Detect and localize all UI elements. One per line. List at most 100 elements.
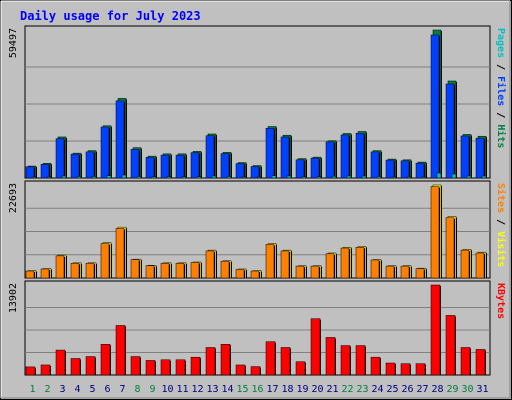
bar-pages-3: [61, 175, 67, 179]
bar-files-22: [340, 134, 350, 179]
bar-pages-11: [181, 176, 187, 179]
bar-kbytes-12: [190, 356, 201, 376]
bar-files-10: [160, 154, 170, 179]
x-tick-label-17: 17: [266, 384, 278, 395]
panel-bottom-legend: KBytes: [495, 283, 506, 319]
bar-files-27: [415, 162, 425, 179]
bar-sites-27: [415, 268, 425, 279]
bar-pages-5: [91, 176, 97, 179]
bar-sites-28: [430, 186, 440, 279]
x-tick-label-23: 23: [356, 384, 368, 395]
panel-bottom: 13902 KBytes: [8, 280, 506, 376]
bar-kbytes-13: [205, 347, 216, 376]
bar-files-11: [175, 154, 185, 179]
bar-files-31: [475, 137, 485, 179]
bar-kbytes-29: [445, 315, 456, 376]
bar-kbytes-15: [235, 364, 246, 376]
bar-sites-13: [205, 250, 215, 279]
bar-sites-31: [475, 252, 485, 279]
bar-pages-20: [316, 176, 322, 179]
x-tick-label-14: 14: [221, 384, 233, 395]
bar-sites-3: [55, 255, 65, 279]
bar-files-15: [235, 163, 245, 179]
bar-files-5: [85, 151, 95, 179]
x-tick-label-18: 18: [281, 384, 293, 395]
bar-kbytes-28: [430, 284, 441, 376]
bar-pages-18: [286, 175, 292, 179]
bar-pages-9: [151, 176, 157, 179]
legend-entry-1: /: [495, 58, 506, 76]
bar-kbytes-14: [220, 343, 231, 376]
bar-pages-21: [331, 176, 337, 179]
bar-files-19: [295, 159, 305, 179]
panel-bottom-max-label: 13902: [8, 283, 19, 313]
bar-files-14: [220, 153, 230, 179]
bar-sites-4: [70, 262, 80, 279]
bar-sites-17: [265, 244, 275, 279]
panel-top-max-label: 59497: [8, 28, 19, 58]
legend-entry-1: /: [495, 213, 506, 231]
bar-pages-28: [436, 172, 442, 179]
x-tick-label-21: 21: [326, 384, 338, 395]
bar-kbytes-8: [130, 356, 141, 376]
x-tick-label-12: 12: [191, 384, 203, 395]
bar-files-6: [100, 126, 110, 179]
x-tick-label-19: 19: [296, 384, 308, 395]
bar-pages-29: [451, 173, 457, 179]
bar-files-29: [445, 83, 455, 179]
bar-sites-19: [295, 265, 305, 279]
legend-entry-3: /: [495, 106, 506, 124]
x-tick-label-31: 31: [476, 384, 488, 395]
bar-pages-27: [421, 176, 427, 179]
bar-pages-8: [136, 176, 142, 179]
bar-sites-29: [445, 217, 455, 279]
x-tick-label-24: 24: [371, 384, 383, 395]
x-tick-label-27: 27: [416, 384, 428, 395]
bar-pages-2: [46, 176, 52, 179]
bar-kbytes-25: [385, 362, 396, 376]
bar-pages-10: [166, 176, 172, 179]
bar-files-13: [205, 135, 215, 179]
bar-pages-1: [31, 176, 37, 179]
bar-sites-24: [370, 259, 380, 279]
x-tick-label-16: 16: [251, 384, 263, 395]
legend-entry-2: Visits: [495, 231, 507, 267]
bar-kbytes-31: [475, 349, 486, 376]
legend-entry-0: KBytes: [495, 283, 506, 319]
x-tick-label-10: 10: [161, 384, 173, 395]
x-tick-label-28: 28: [431, 384, 443, 395]
bar-sites-25: [385, 265, 395, 279]
bar-kbytes-26: [400, 363, 411, 376]
x-tick-label-20: 20: [311, 384, 323, 395]
bar-sites-9: [145, 265, 155, 279]
bar-sites-5: [85, 262, 95, 279]
bar-pages-26: [406, 176, 412, 179]
x-tick-label-4: 4: [74, 384, 80, 395]
series-files: [25, 34, 485, 179]
bar-files-30: [460, 135, 470, 179]
bar-kbytes-1: [25, 366, 36, 376]
x-tick-label-30: 30: [461, 384, 473, 395]
bar-kbytes-21: [325, 337, 336, 376]
bar-pages-25: [391, 176, 397, 179]
series-kbytes: [25, 284, 486, 376]
bar-pages-14: [226, 176, 232, 179]
bar-kbytes-11: [175, 359, 186, 376]
bar-sites-2: [40, 268, 50, 279]
x-tick-label-5: 5: [89, 384, 95, 395]
x-tick-label-11: 11: [176, 384, 188, 395]
bar-kbytes-30: [460, 347, 471, 376]
bar-files-9: [145, 157, 155, 179]
bar-sites-12: [190, 262, 200, 279]
bar-files-24: [370, 151, 380, 179]
bar-files-4: [70, 153, 80, 179]
bar-files-23: [355, 132, 365, 179]
bar-kbytes-4: [70, 358, 81, 376]
bar-kbytes-10: [160, 359, 171, 376]
x-tick-label-1: 1: [29, 384, 35, 395]
series-sites: [25, 186, 485, 279]
bar-pages-17: [271, 175, 277, 179]
x-tick-label-22: 22: [341, 384, 353, 395]
bar-pages-22: [346, 175, 352, 179]
